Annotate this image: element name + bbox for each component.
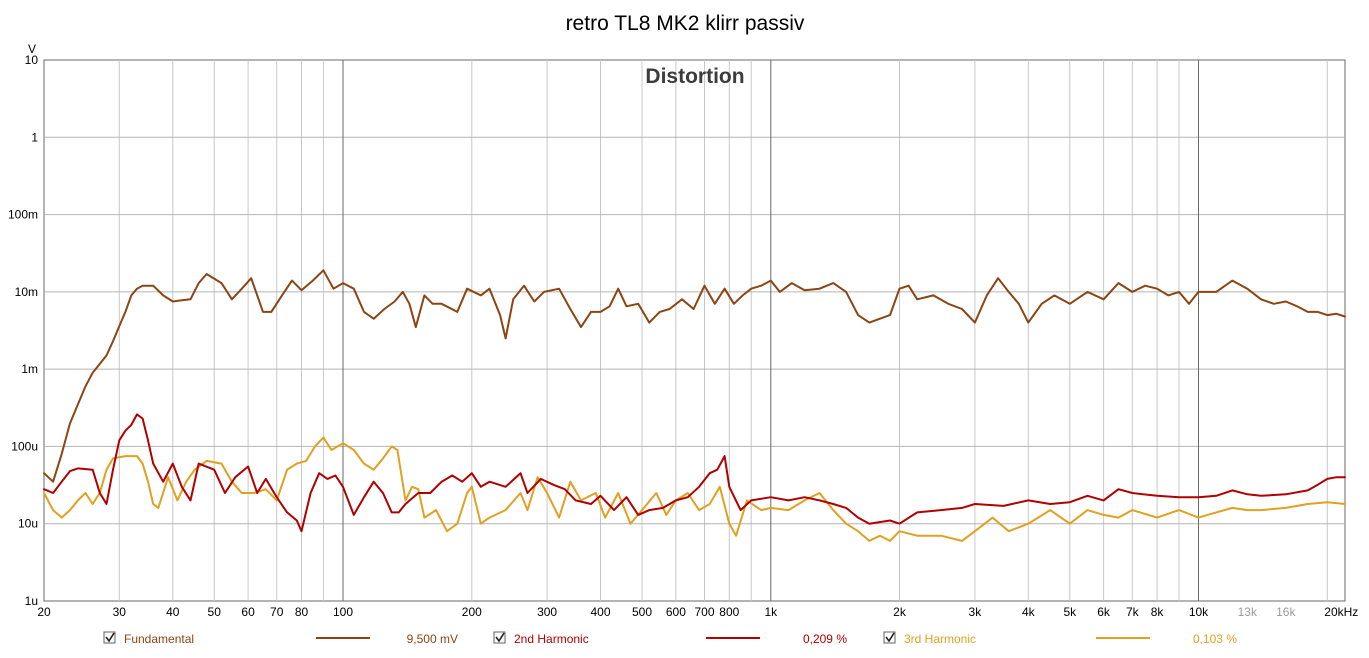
x-tick-label: 600	[666, 605, 686, 619]
legend-label: 2nd Harmonic	[514, 632, 589, 646]
legend-label: 3rd Harmonic	[904, 632, 976, 646]
y-tick-label: 100u	[11, 439, 38, 453]
x-tick-label: 2k	[893, 605, 907, 619]
x-tick-label: 400	[590, 605, 610, 619]
x-tick-label: 700	[694, 605, 714, 619]
x-tick-label: 80	[295, 605, 309, 619]
series-layer	[43, 269, 1346, 542]
y-axis-tick-labels: 10 1 100m 10m 1m 100u 10u 1u	[8, 53, 38, 608]
y-tick-label: 10	[25, 53, 39, 67]
legend-label: Fundamental	[124, 632, 194, 646]
legend: Fundamental 9,500 mV 2nd Harmonic 0,209 % 3r…	[103, 631, 1237, 646]
x-tick-label: 200	[462, 605, 482, 619]
y-tick-label: 10m	[15, 285, 38, 299]
x-tick-label: 100	[333, 605, 353, 619]
y-tick-label: 100m	[8, 208, 38, 222]
y-axis-unit-label: V	[28, 42, 36, 56]
x-tick-label: 20	[37, 605, 51, 619]
x-tick-label: 3k	[969, 605, 983, 619]
legend-value: 0,103 %	[1193, 632, 1237, 646]
y-tick-label: 1u	[25, 594, 38, 608]
checkmark-icon	[495, 632, 505, 643]
plot-area: Distortion	[43, 59, 1346, 602]
y-tick-label: 1	[31, 130, 38, 144]
legend-value: 0,209 %	[803, 632, 847, 646]
x-tick-label: 5k	[1063, 605, 1077, 619]
legend-value: 9,500 mV	[407, 632, 458, 646]
legend-checkbox[interactable]	[103, 631, 116, 644]
x-tick-label: 40	[166, 605, 180, 619]
plot-background	[43, 59, 1346, 602]
x-tick-label: 7k	[1126, 605, 1140, 619]
major-gridlines	[342, 60, 1199, 601]
legend-entry-3rd-harmonic: 3rd Harmonic 0,103 %	[883, 631, 1237, 646]
x-tick-label: 60	[241, 605, 255, 619]
legend-entry-fundamental: Fundamental 9,500 mV	[103, 631, 458, 646]
x-tick-label: 4k	[1022, 605, 1036, 619]
x-tick-label: 1k	[764, 605, 778, 619]
legend-checkbox[interactable]	[493, 631, 506, 644]
y-tick-label: 1m	[21, 362, 38, 376]
x-tick-label: 6k	[1097, 605, 1111, 619]
legend-checkbox[interactable]	[883, 631, 896, 644]
series-line-3rd-harmonic	[43, 436, 1346, 542]
checkmark-icon	[885, 632, 895, 643]
x-tick-label: 10k	[1189, 605, 1209, 619]
x-tick-label: 70	[270, 605, 284, 619]
x-tick-label: 800	[719, 605, 739, 619]
x-tick-label: 50	[208, 605, 222, 619]
x-tick-label: 16k	[1276, 605, 1296, 619]
y-tick-label: 10u	[18, 517, 38, 531]
x-tick-label: 13k	[1238, 605, 1258, 619]
x-tick-label: 30	[113, 605, 127, 619]
x-axis-tick-labels: 20 30 40 50 60 70 80 100 200 300 400 500 600 700 800 1k…	[37, 605, 1358, 619]
x-tick-label: 8k	[1151, 605, 1165, 619]
checkmark-icon	[105, 632, 115, 643]
x-tick-label: 20kHz	[1324, 605, 1358, 619]
plot-inner-title: Distortion	[645, 65, 744, 88]
chart-title: retro TL8 MK2 klirr passiv	[566, 12, 805, 35]
series-line-fundamental	[43, 269, 1346, 483]
x-tick-label: 300	[537, 605, 557, 619]
legend-entry-2nd-harmonic: 2nd Harmonic 0,209 %	[493, 631, 847, 646]
series-line-2nd-harmonic	[43, 413, 1346, 533]
x-tick-label: 500	[632, 605, 652, 619]
